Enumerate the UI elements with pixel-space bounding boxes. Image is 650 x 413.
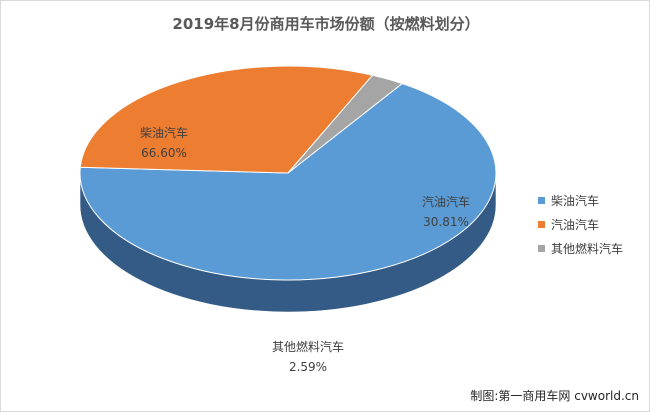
legend-item-diesel: 柴油汽车: [538, 188, 623, 212]
slice-label-other-value: 2.59%: [289, 360, 327, 374]
pie-slice-other: [287, 74, 404, 174]
slice-label-diesel-name: 柴油汽车: [140, 125, 188, 140]
legend-swatch-diesel: [538, 196, 545, 204]
pie-slice-diesel: [79, 83, 497, 281]
slice-label-diesel-value: 66.60%: [141, 146, 187, 160]
pie-tops: [79, 65, 497, 281]
legend-item-other: 其他燃料汽车: [538, 236, 623, 260]
slice-label-other-name: 其他燃料汽车: [272, 339, 344, 354]
slice-label-gasoline-name: 汽油汽车: [422, 194, 470, 209]
chart-title: 2019年8月份商用车市场份额（按燃料划分）: [172, 15, 480, 33]
legend-label-diesel: 柴油汽车: [551, 193, 600, 208]
legend-label-other: 其他燃料汽车: [551, 241, 624, 256]
slice-label-gasoline-value: 30.81%: [423, 215, 469, 229]
legend-item-gasoline: 汽油汽车: [538, 212, 623, 236]
legend-label-gasoline: 汽油汽车: [551, 217, 600, 232]
legend-swatch-gasoline: [538, 220, 545, 228]
pie-slice-gasoline: [79, 65, 374, 174]
legend: 柴油汽车 汽油汽车 其他燃料汽车: [538, 188, 623, 260]
footer-credit: 制图:第一商用车网 cvworld.cn: [470, 389, 639, 403]
legend-swatch-other: [538, 244, 545, 252]
